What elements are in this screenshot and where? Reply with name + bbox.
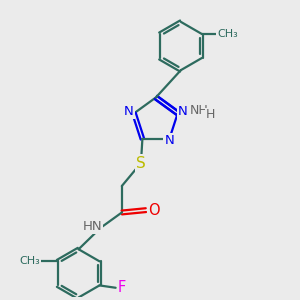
Text: N: N: [178, 105, 188, 119]
Text: N: N: [164, 134, 174, 147]
Text: F: F: [118, 280, 126, 295]
Text: CH₃: CH₃: [217, 29, 238, 39]
Text: H: H: [206, 108, 215, 121]
Text: N: N: [124, 105, 134, 119]
Text: NH: NH: [190, 104, 208, 117]
Text: S: S: [136, 156, 146, 171]
Text: O: O: [148, 202, 160, 217]
Text: CH₃: CH₃: [20, 256, 40, 266]
Text: HN: HN: [82, 220, 102, 233]
